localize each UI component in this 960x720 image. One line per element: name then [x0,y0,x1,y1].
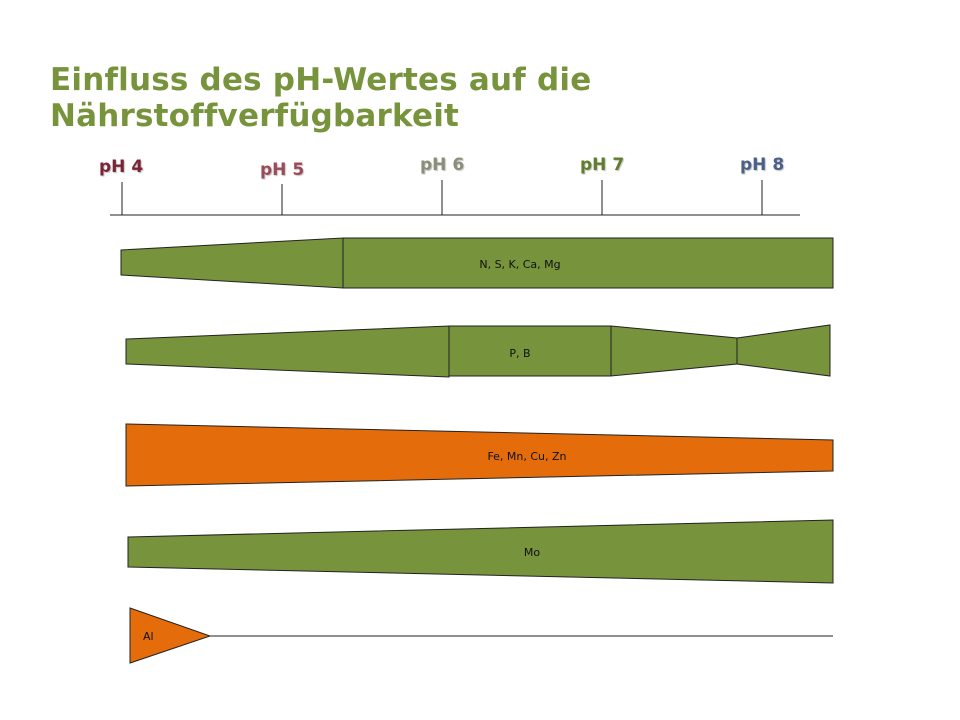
ph-label-4: pH 4 [99,157,144,177]
band-1-label: N, S, K, Ca, Mg [479,258,560,271]
ph-label-7: pH 7 [580,155,625,175]
band-2-narrowing-segment [610,325,738,377]
band-n-s-k-ca-mg: N, S, K, Ca, Mg [120,237,834,289]
band-p-b: P, B [125,324,831,378]
band-2-full-segment [448,325,612,377]
band-5-label: Al [143,630,154,643]
band-mo: Mo [127,519,834,584]
ph-label-8: pH 8 [740,155,785,175]
band-fe-mn-cu-zn: Fe, Mn, Cu, Zn [125,423,834,487]
band-2-label: P, B [509,347,530,360]
band-al: Al [129,607,833,664]
band-1-full-segment [342,237,834,289]
band-3-label: Fe, Mn, Cu, Zn [487,450,566,463]
band-5-triangle [129,607,212,664]
band-2-widening-segment [736,324,831,377]
band-3-taper-segment [125,423,834,487]
band-4-taper-segment [127,519,834,584]
ph-label-6: pH 6 [420,155,465,175]
ph-label-5: pH 5 [260,160,305,180]
band-2-taper-segment [125,325,450,378]
page-title: Einfluss des pH-Wertes auf die Nährstoff… [50,62,592,134]
band-1-taper-segment [120,237,344,289]
band-4-label: Mo [524,546,540,559]
